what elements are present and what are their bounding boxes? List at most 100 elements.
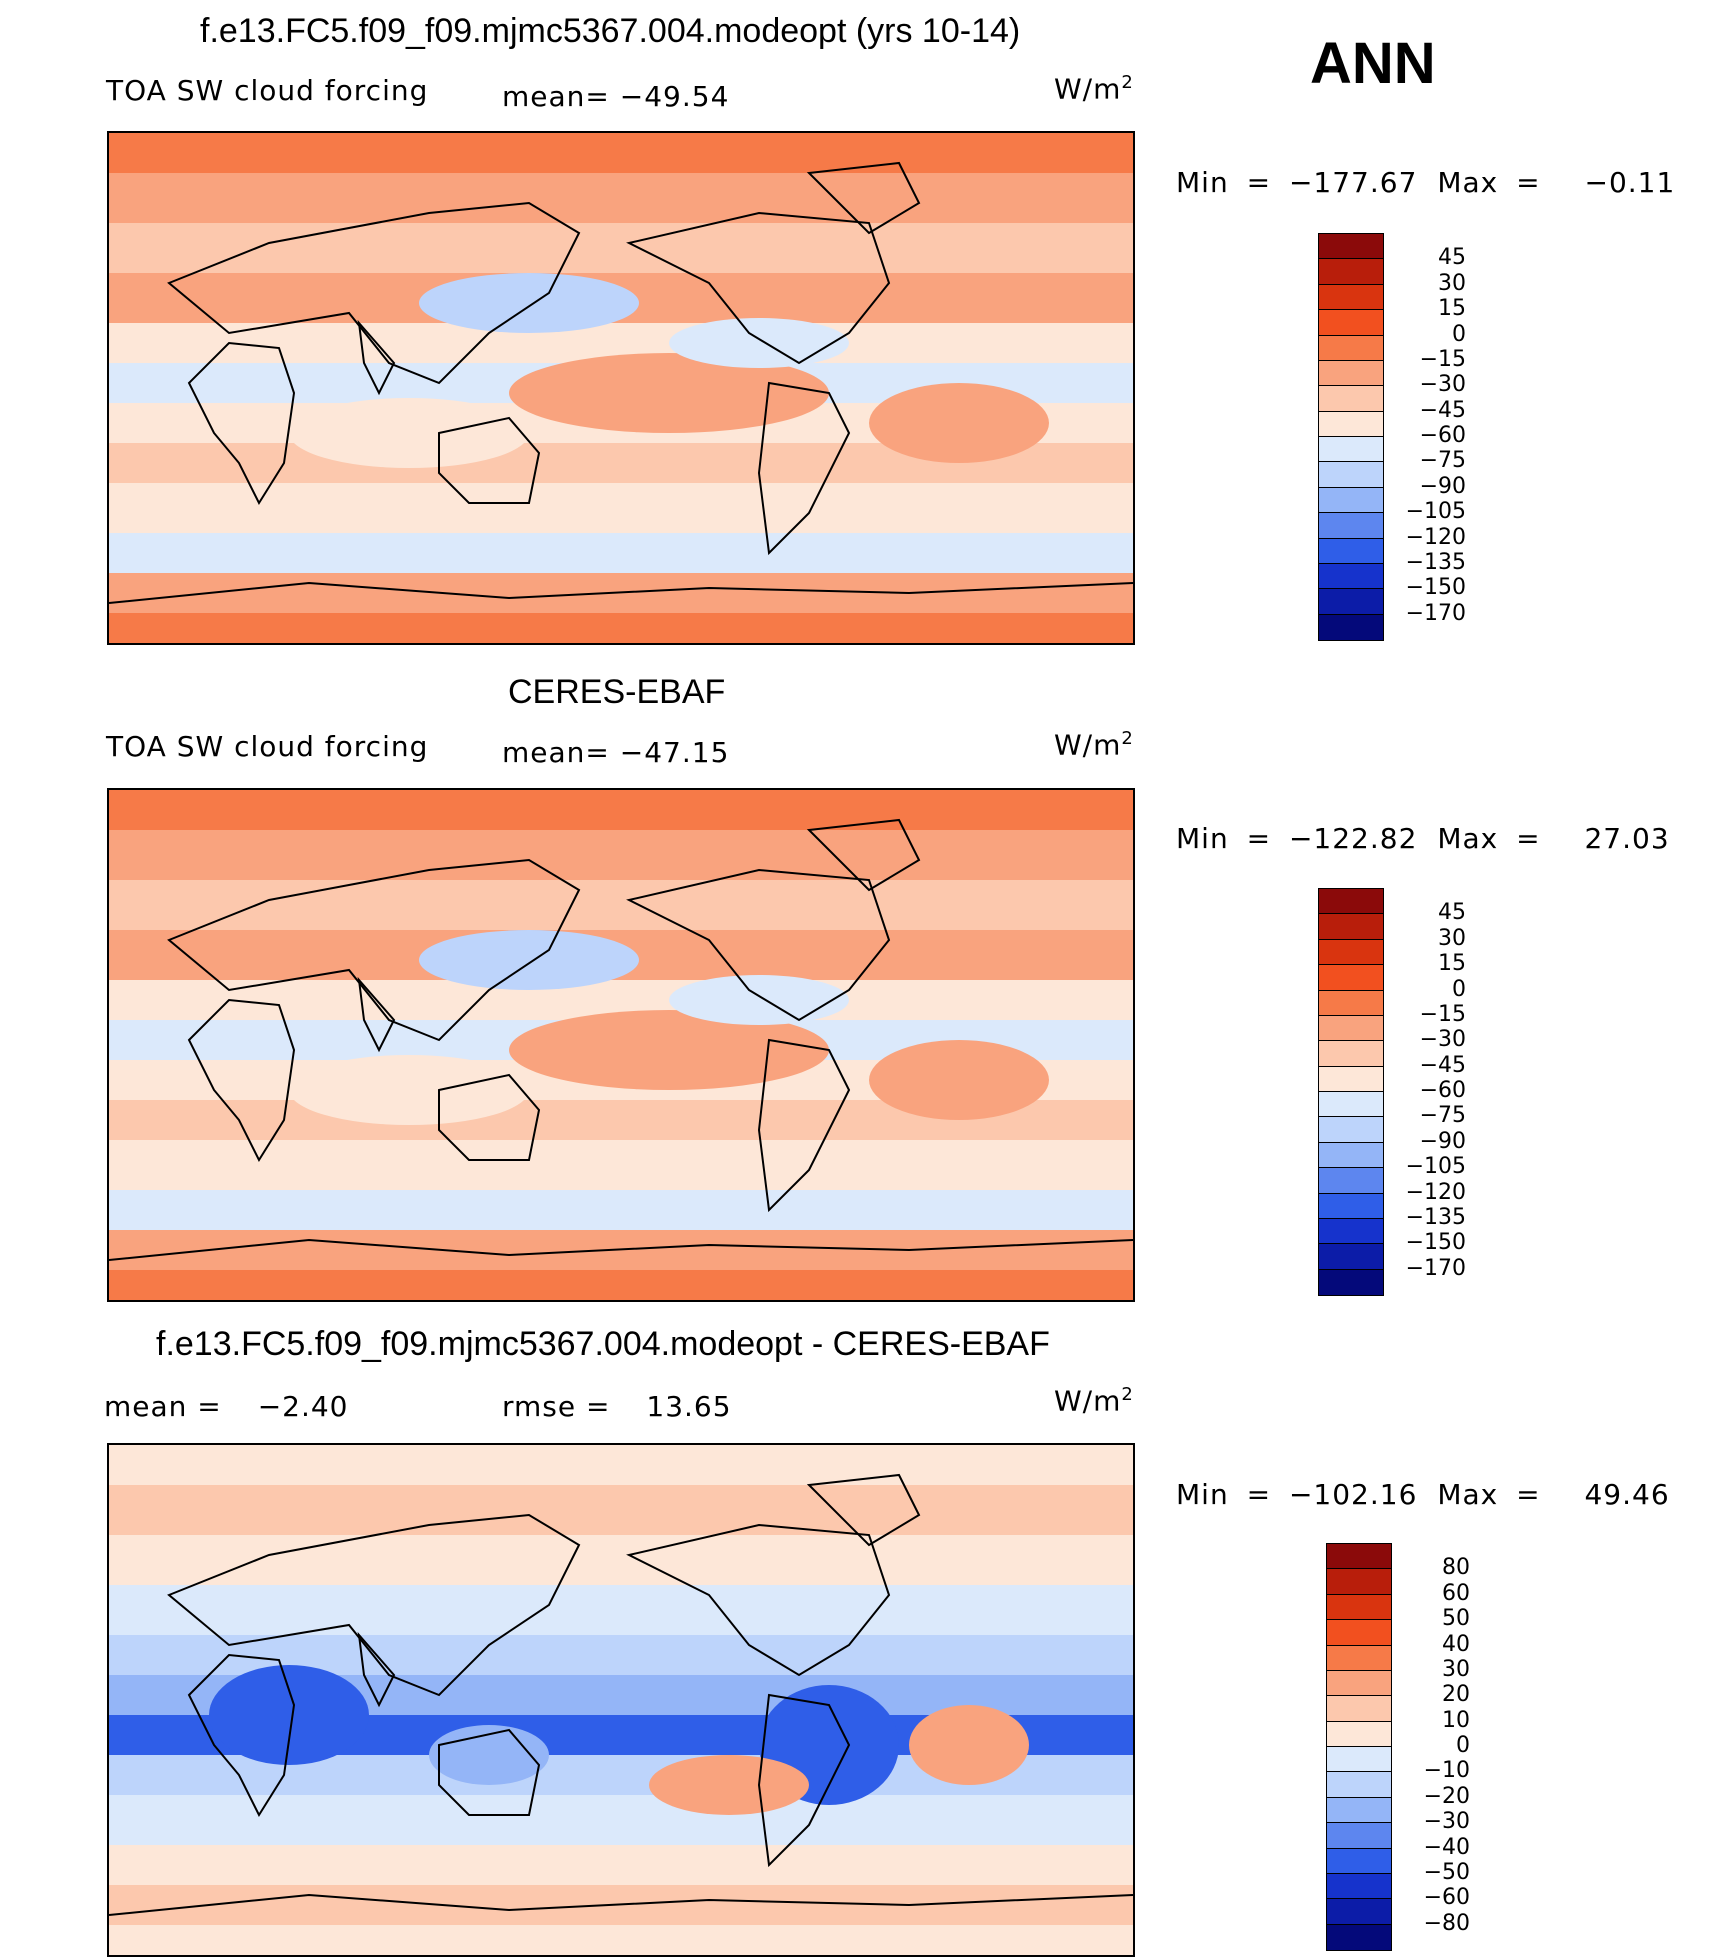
colorbar-level-label: −40 xyxy=(1423,1834,1470,1860)
map-field xyxy=(109,790,1133,1300)
colorbar-swatch xyxy=(1327,1924,1391,1950)
colorbar-swatch xyxy=(1319,589,1383,615)
colorbar xyxy=(1318,233,1384,641)
colorbar-swatch xyxy=(1327,1620,1391,1646)
colorbar-level-label: 50 xyxy=(1442,1606,1470,1632)
colorbar-swatch xyxy=(1319,1193,1383,1219)
colorbar-level-label: 30 xyxy=(1438,270,1466,296)
colorbar-swatch xyxy=(1319,1041,1383,1067)
colorbar-swatch xyxy=(1319,1142,1383,1169)
coastline xyxy=(167,201,581,385)
units-text: W/m xyxy=(1054,1384,1122,1418)
max-label: Max xyxy=(1437,1478,1499,1511)
coastline xyxy=(806,161,921,235)
mean-stat: mean = −2.40 xyxy=(104,1390,349,1423)
eq-sign: = xyxy=(1516,822,1541,855)
colorbar-level-label: −45 xyxy=(1419,1052,1466,1078)
units-label: W/m2 xyxy=(1054,728,1134,761)
colorbar-swatch xyxy=(1319,259,1383,285)
units-label: W/m2 xyxy=(1054,1384,1134,1417)
colorbar-level-label: −120 xyxy=(1405,524,1466,550)
colorbar-swatch xyxy=(1319,234,1383,260)
colorbar-level-label: −75 xyxy=(1419,448,1466,474)
panel-title: f.e13.FC5.f09_f09.mjmc5367.004.modeopt -… xyxy=(156,1325,1050,1363)
colorbar-swatch xyxy=(1327,1873,1391,1900)
field-label: TOA SW cloud forcing xyxy=(106,730,429,763)
mean-value: −47.15 xyxy=(619,736,730,769)
coastline xyxy=(806,818,921,892)
max-label: Max xyxy=(1437,166,1499,199)
colorbar-level-label: −170 xyxy=(1405,600,1466,626)
coastline xyxy=(357,319,396,396)
coastline xyxy=(438,416,541,504)
eq-sign: = xyxy=(1516,166,1541,199)
colorbar-level-label: 80 xyxy=(1442,1555,1470,1581)
coastline xyxy=(187,341,296,506)
colorbar-swatch xyxy=(1327,1772,1391,1798)
colorbar-labels: 45 30 15 0 −15 −30 −45 −60 −75 −90 −105 −120 −135 −15… xyxy=(1390,233,1466,641)
colorbar-swatch xyxy=(1319,1117,1383,1143)
colorbar-swatch xyxy=(1319,939,1383,966)
coastline xyxy=(167,858,581,1042)
rmse-label: rmse = xyxy=(502,1390,611,1423)
colorbar-level-label: −105 xyxy=(1405,1154,1466,1180)
panel-title: f.e13.FC5.f09_f09.mjmc5367.004.modeopt (… xyxy=(200,12,1021,50)
min-label: Min xyxy=(1176,1478,1229,1511)
colorbar-level-label: −90 xyxy=(1419,473,1466,499)
coastline xyxy=(109,1238,1133,1261)
colorbar-swatch xyxy=(1319,437,1383,463)
mean-value: −2.40 xyxy=(257,1390,349,1423)
max-value: 49.46 xyxy=(1584,1478,1670,1511)
colorbar-swatch xyxy=(1319,386,1383,412)
max-value: 27.03 xyxy=(1584,822,1670,855)
colorbar-level-label: −30 xyxy=(1419,372,1466,398)
colorbar-level-label: 20 xyxy=(1442,1682,1470,1708)
map-diff xyxy=(107,1443,1135,1957)
colorbar-labels: 45 30 15 0 −15 −30 −45 −60 −75 −90 −105 −120 −135 −15… xyxy=(1390,888,1466,1296)
map-field xyxy=(109,1445,1133,1955)
coastline xyxy=(757,1038,851,1213)
colorbar-level-label: −105 xyxy=(1405,499,1466,525)
coastline xyxy=(438,1073,541,1161)
colorbar-level-label: −135 xyxy=(1405,1204,1466,1230)
coastline xyxy=(757,1693,851,1868)
coastline xyxy=(626,868,891,1022)
mean-label: mean= xyxy=(502,736,610,769)
mean-label: mean= xyxy=(502,80,610,113)
colorbar-level-label: 0 xyxy=(1456,1733,1470,1758)
colorbar-level-label: −10 xyxy=(1423,1758,1470,1784)
colorbar-level-label: −150 xyxy=(1405,575,1466,601)
units-text: W/m xyxy=(1054,728,1122,762)
colorbar-level-label: −20 xyxy=(1423,1783,1470,1809)
units-exponent: 2 xyxy=(1121,1384,1134,1405)
map-obs xyxy=(107,788,1135,1302)
colorbar-swatch xyxy=(1319,538,1383,564)
colorbar xyxy=(1318,888,1384,1296)
colorbar xyxy=(1326,1543,1392,1951)
colorbar-level-label: 45 xyxy=(1438,900,1466,926)
colorbar-swatch xyxy=(1327,1747,1391,1773)
eq-sign: = xyxy=(1516,1478,1541,1511)
colorbar-level-label: 60 xyxy=(1442,1580,1470,1606)
colorbar-level-label: −75 xyxy=(1419,1103,1466,1129)
coastline xyxy=(357,1631,396,1708)
colorbar-level-label: 45 xyxy=(1438,245,1466,271)
colorbar-level-label: 0 xyxy=(1452,321,1466,347)
colorbar-level-label: 40 xyxy=(1442,1631,1470,1657)
coastline xyxy=(357,976,396,1053)
colorbar-swatch xyxy=(1319,965,1383,991)
map-field xyxy=(109,133,1133,643)
season-label: ANN xyxy=(1310,31,1436,96)
eq-sign: = xyxy=(1246,822,1272,855)
min-value: −122.82 xyxy=(1288,822,1418,855)
units-text: W/m xyxy=(1054,72,1122,106)
colorbar-labels: 80 60 50 40 30 20 10 0 −10 −20 −30 −40 −50 −60 −80 xyxy=(1394,1543,1470,1951)
colorbar-level-label: 30 xyxy=(1442,1656,1470,1682)
colorbar-swatch xyxy=(1327,1594,1391,1621)
colorbar-level-label: 15 xyxy=(1438,951,1466,977)
colorbar-swatch xyxy=(1319,411,1383,437)
colorbar-swatch xyxy=(1319,889,1383,915)
coastline xyxy=(626,1523,891,1677)
colorbar-swatch xyxy=(1327,1899,1391,1925)
map-model xyxy=(107,131,1135,645)
